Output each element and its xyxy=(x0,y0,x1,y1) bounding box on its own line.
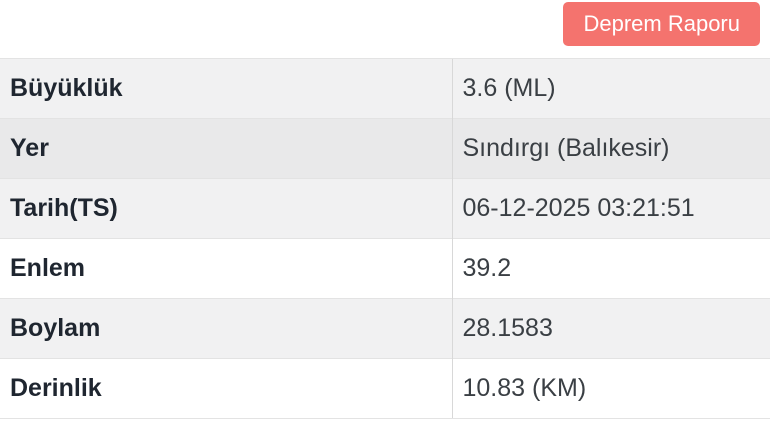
row-value-tarih: 06-12-2025 03:21:51 xyxy=(451,178,770,239)
table-row-enlem: Enlem 39.2 xyxy=(0,238,770,299)
toolbar: Deprem Raporu xyxy=(0,0,770,58)
table-row-buyukluk: Büyüklük 3.6 (ML) xyxy=(0,58,770,119)
row-value-yer: Sındırgı (Balıkesir) xyxy=(451,118,770,179)
deprem-raporu-button[interactable]: Deprem Raporu xyxy=(563,2,760,46)
table-row-tarih: Tarih(TS) 06-12-2025 03:21:51 xyxy=(0,178,770,239)
row-value-boylam: 28.1583 xyxy=(451,298,770,359)
row-label-enlem: Enlem xyxy=(0,238,452,299)
earthquake-info-table: Büyüklük 3.6 (ML) Yer Sındırgı (Balıkesir) T… xyxy=(0,58,770,419)
row-label-derinlik: Derinlik xyxy=(0,358,452,419)
table-row-derinlik: Derinlik 10.83 (KM) xyxy=(0,358,770,419)
row-value-enlem: 39.2 xyxy=(451,238,770,299)
row-value-buyukluk: 3.6 (ML) xyxy=(451,58,770,119)
table-row-boylam: Boylam 28.1583 xyxy=(0,298,770,359)
row-label-buyukluk: Büyüklük xyxy=(0,58,452,119)
row-value-derinlik: 10.83 (KM) xyxy=(451,358,770,419)
row-label-tarih: Tarih(TS) xyxy=(0,178,452,239)
row-label-yer: Yer xyxy=(0,118,452,179)
table-row-yer: Yer Sındırgı (Balıkesir) xyxy=(0,118,770,179)
row-label-boylam: Boylam xyxy=(0,298,452,359)
earthquake-info-table-body: Büyüklük 3.6 (ML) Yer Sındırgı (Balıkesir) T… xyxy=(0,58,770,419)
